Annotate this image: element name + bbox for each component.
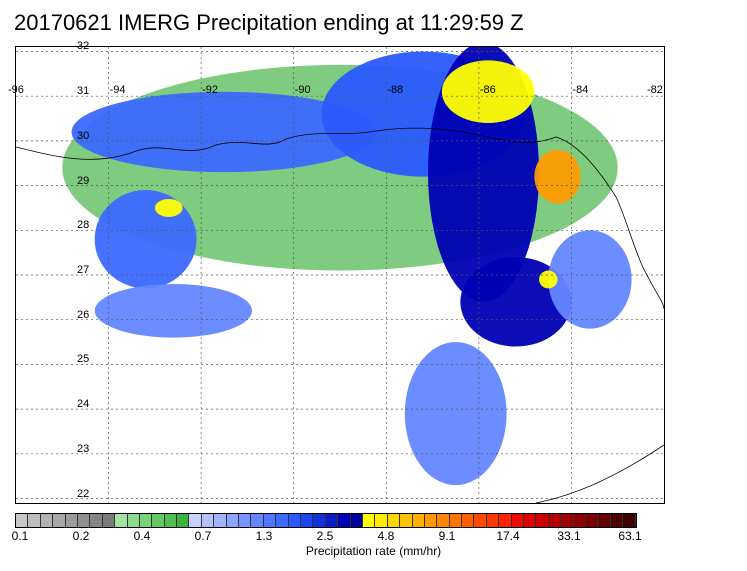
colorbar-swatch — [412, 514, 425, 527]
precipitation-map — [15, 46, 665, 504]
gulf-coastline — [16, 127, 664, 310]
colorbar-swatch — [623, 514, 636, 527]
coastline-layer — [16, 127, 664, 503]
lon-label: -88 — [387, 84, 404, 96]
lat-label: 25 — [77, 353, 90, 366]
precip-region — [404, 342, 507, 486]
lon-label: -96 — [8, 84, 24, 96]
colorbar-swatch — [16, 514, 29, 527]
colorbar-swatch — [561, 514, 574, 527]
precip-region — [94, 283, 253, 338]
colorbar-swatch — [362, 514, 376, 527]
colorbar-tick-label: 1.3 — [255, 529, 273, 543]
lon-label: -94 — [109, 84, 126, 96]
colorbar-tick-label: 0.7 — [194, 529, 212, 543]
colorbar-swatch — [573, 514, 586, 527]
lat-label: 27 — [77, 264, 90, 276]
colorbar-swatch — [53, 514, 66, 527]
colorbar-swatch — [511, 514, 525, 527]
colorbar-swatch — [152, 514, 165, 527]
colorbar-swatch — [325, 514, 339, 527]
lat-label: 30 — [77, 129, 90, 142]
colorbar-swatch — [177, 514, 190, 527]
colorbar-swatch — [350, 514, 363, 527]
lat-label: 32 — [77, 40, 90, 53]
lat-label: 28 — [77, 219, 90, 232]
colorbar-swatch — [437, 514, 450, 527]
chart-title: 20170621 IMERG Precipitation ending at 1… — [14, 10, 524, 35]
colorbar-swatch — [28, 514, 41, 527]
lat-label: 22 — [77, 487, 90, 500]
colorbar-swatch — [115, 514, 128, 527]
colorbar-swatch — [499, 514, 512, 527]
colorbar-swatch — [201, 514, 215, 527]
colorbar-swatch — [288, 514, 301, 527]
colorbar-swatch — [462, 514, 475, 527]
colorbar-swatch — [474, 514, 487, 527]
precip-region — [548, 230, 632, 329]
colorbar-swatch — [548, 514, 562, 527]
colorbar-tick-label: 33.1 — [557, 529, 581, 543]
colorbar-swatch — [90, 514, 103, 527]
colorbar-title: Precipitation rate (mm/hr) — [305, 544, 442, 558]
lat-label: 24 — [77, 398, 90, 411]
colorbar-swatch — [598, 514, 611, 527]
map-canvas — [16, 47, 664, 503]
cuba-coastline — [535, 444, 664, 503]
lat-label: 23 — [77, 442, 90, 455]
colorbar-swatch — [189, 514, 202, 527]
colorbar-tick-label: 63.1 — [618, 529, 642, 543]
precip-region — [539, 270, 558, 289]
colorbar-swatch — [127, 514, 140, 527]
colorbar-swatch — [214, 514, 227, 527]
colorbar-swatch — [449, 514, 463, 527]
precipitation-layer — [62, 47, 632, 486]
lat-label: 29 — [77, 174, 90, 187]
colorbar-tick-label: 0.1 — [11, 529, 29, 543]
lat-label: 31 — [77, 85, 90, 98]
colorbar-swatch — [251, 514, 264, 527]
colorbar-tick-label: 4.8 — [377, 529, 395, 543]
colorbar-swatch — [164, 514, 178, 527]
colorbar-swatch — [276, 514, 289, 527]
colorbar-swatch — [139, 514, 153, 527]
colorbar — [15, 513, 637, 528]
precip-region — [534, 149, 581, 204]
colorbar-tick-label: 2.5 — [316, 529, 334, 543]
colorbar-swatch — [536, 514, 549, 527]
colorbar-swatch — [524, 514, 537, 527]
colorbar-swatch — [65, 514, 78, 527]
colorbar-swatch — [313, 514, 326, 527]
colorbar-swatch — [610, 514, 624, 527]
colorbar-swatch — [387, 514, 401, 527]
colorbar-swatch — [585, 514, 599, 527]
colorbar-swatch — [300, 514, 314, 527]
colorbar-swatch — [40, 514, 54, 527]
lon-label: -84 — [572, 84, 589, 96]
colorbar-swatch — [424, 514, 438, 527]
colorbar-swatch — [239, 514, 252, 527]
colorbar-tick-label: 0.2 — [72, 529, 90, 543]
precip-region — [71, 91, 378, 173]
colorbar-tick-label: 0.4 — [133, 529, 151, 543]
colorbar-tick-label: 9.1 — [438, 529, 456, 543]
colorbar-swatch — [77, 514, 91, 527]
lat-label: 26 — [77, 308, 90, 321]
colorbar-swatch — [263, 514, 277, 527]
lon-label: -82 — [647, 84, 663, 96]
colorbar-swatch — [400, 514, 413, 527]
colorbar-swatch — [226, 514, 240, 527]
colorbar-swatch — [486, 514, 500, 527]
lon-label: -92 — [202, 84, 219, 96]
colorbar-tick-label: 17.4 — [496, 529, 520, 543]
lon-label: -86 — [479, 84, 496, 96]
precip-region — [154, 199, 183, 217]
grid-layer — [16, 47, 664, 503]
lon-label: -90 — [294, 84, 311, 96]
colorbar-swatch — [375, 514, 388, 527]
colorbar-swatch — [338, 514, 351, 527]
precip-region — [441, 60, 535, 123]
colorbar-swatch — [102, 514, 116, 527]
